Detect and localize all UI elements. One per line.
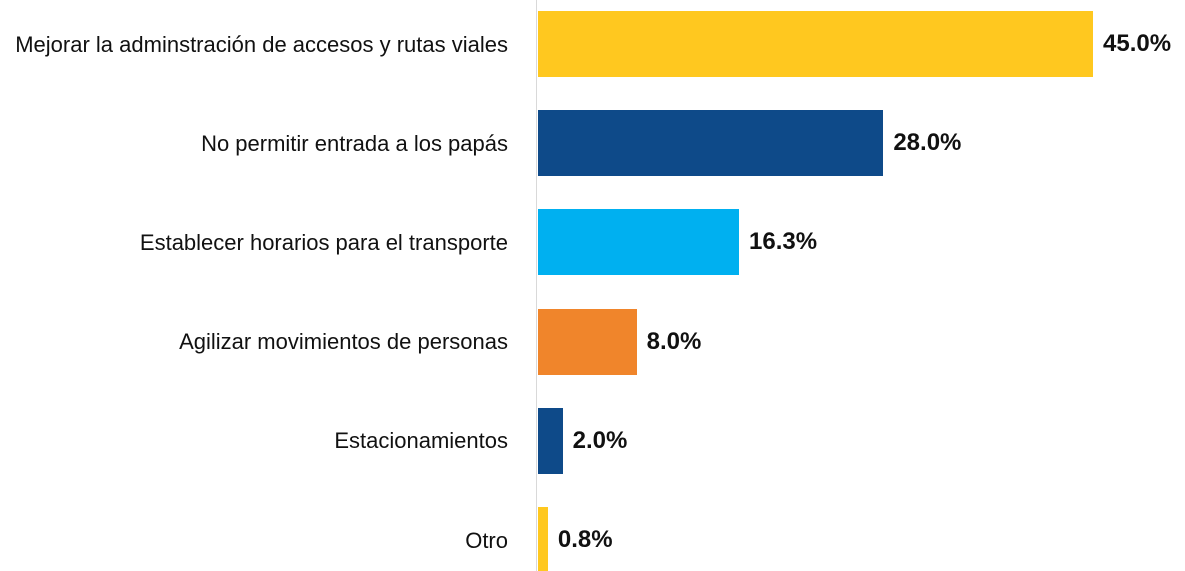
category-label: Estacionamientos — [334, 428, 508, 454]
bar — [538, 11, 1093, 77]
category-label: Agilizar movimientos de personas — [179, 329, 508, 355]
axis-line — [536, 0, 537, 571]
category-label: Establecer horarios para el transporte — [139, 229, 508, 255]
value-label: 2.0% — [572, 426, 628, 454]
bar — [538, 308, 637, 375]
value-label: 45.0% — [1103, 30, 1172, 57]
value-label: 8.0% — [646, 327, 702, 355]
value-label: 16.3% — [749, 228, 818, 256]
value-label: 0.8% — [557, 526, 613, 553]
bar — [538, 407, 563, 474]
bar — [538, 507, 548, 571]
value-label: 28.0% — [893, 129, 962, 157]
category-label: No permitir entrada a los papás — [201, 130, 508, 156]
bar — [538, 110, 884, 177]
category-label: Otro — [465, 527, 508, 553]
bar — [538, 209, 740, 276]
category-label: Mejorar la adminstración de accesos y ru… — [15, 31, 508, 57]
